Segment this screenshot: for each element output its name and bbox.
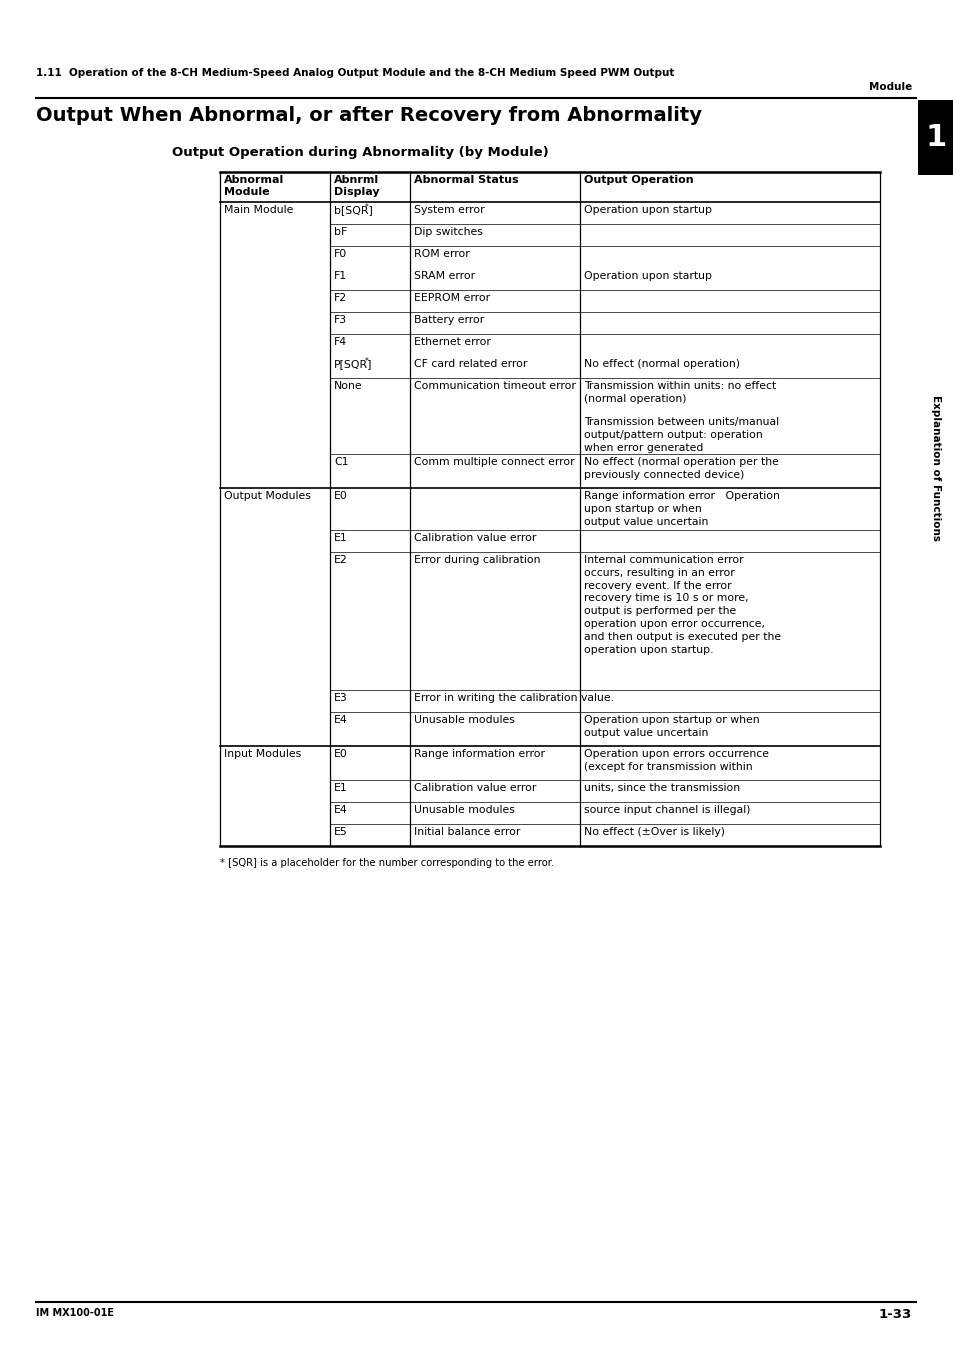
Text: E3: E3 [334, 693, 348, 703]
Text: Display: Display [334, 188, 379, 197]
Text: Ethernet error: Ethernet error [414, 338, 491, 347]
Text: No effect (±Over is likely): No effect (±Over is likely) [583, 828, 724, 837]
Text: 1.11  Operation of the 8-CH Medium-Speed Analog Output Module and the 8-CH Mediu: 1.11 Operation of the 8-CH Medium-Speed … [36, 68, 674, 78]
Text: Unusable modules: Unusable modules [414, 716, 515, 725]
Text: C1: C1 [334, 458, 348, 467]
Text: *: * [365, 202, 369, 212]
Text: F2: F2 [334, 293, 347, 302]
Text: Calibration value error: Calibration value error [414, 783, 536, 792]
Text: b[SQR]: b[SQR] [334, 205, 373, 215]
Text: Output Operation: Output Operation [583, 176, 693, 185]
Text: Abnrml: Abnrml [334, 176, 378, 185]
Text: F1: F1 [334, 271, 347, 281]
Text: Dip switches: Dip switches [414, 227, 482, 238]
Text: Input Modules: Input Modules [224, 749, 301, 759]
Text: ROM error: ROM error [414, 248, 469, 259]
Text: E0: E0 [334, 749, 348, 759]
Text: *: * [365, 356, 369, 366]
Text: E1: E1 [334, 783, 348, 792]
Text: F4: F4 [334, 338, 347, 347]
Text: Error during calibration: Error during calibration [414, 555, 540, 566]
Text: IM MX100-01E: IM MX100-01E [36, 1308, 113, 1318]
Text: F3: F3 [334, 315, 347, 325]
Text: Unusable modules: Unusable modules [414, 805, 515, 815]
Text: Initial balance error: Initial balance error [414, 828, 519, 837]
Text: None: None [334, 381, 362, 392]
Text: Explanation of Functions: Explanation of Functions [930, 396, 940, 541]
Text: Operation upon errors occurrence
(except for transmission within: Operation upon errors occurrence (except… [583, 749, 768, 772]
Text: Transmission within units: no effect
(normal operation): Transmission within units: no effect (no… [583, 381, 776, 404]
Text: CF card related error: CF card related error [414, 359, 527, 369]
Text: Module: Module [868, 82, 911, 92]
Text: Main Module: Main Module [224, 205, 294, 215]
Text: source input channel is illegal): source input channel is illegal) [583, 805, 750, 815]
Text: 1: 1 [924, 123, 945, 153]
Text: Operation upon startup: Operation upon startup [583, 271, 711, 281]
Text: E4: E4 [334, 805, 348, 815]
Text: Module: Module [224, 188, 270, 197]
Text: E0: E0 [334, 491, 348, 501]
Text: bF: bF [334, 227, 347, 238]
Text: E2: E2 [334, 555, 348, 566]
Bar [917, 100, 953, 176]
Text: System error: System error [414, 205, 484, 215]
Text: units, since the transmission: units, since the transmission [583, 783, 740, 792]
Text: EEPROM error: EEPROM error [414, 293, 490, 302]
Text: Operation upon startup: Operation upon startup [583, 205, 711, 215]
Text: E1: E1 [334, 533, 348, 543]
Text: E5: E5 [334, 828, 348, 837]
Text: Output When Abnormal, or after Recovery from Abnormality: Output When Abnormal, or after Recovery … [36, 107, 701, 126]
Text: Internal communication error
occurs, resulting in an error
recovery event. If th: Internal communication error occurs, res… [583, 555, 781, 655]
Text: E4: E4 [334, 716, 348, 725]
Text: Output Operation during Abnormality (by Module): Output Operation during Abnormality (by … [172, 146, 548, 159]
Text: No effect (normal operation): No effect (normal operation) [583, 359, 740, 369]
Text: Calibration value error: Calibration value error [414, 533, 536, 543]
Text: No effect (normal operation per the
previously connected device): No effect (normal operation per the prev… [583, 458, 778, 479]
Text: 1-33: 1-33 [878, 1308, 911, 1322]
Text: Range information error   Operation
upon startup or when
output value uncertain: Range information error Operation upon s… [583, 491, 779, 526]
Text: Range information error: Range information error [414, 749, 544, 759]
Text: Battery error: Battery error [414, 315, 484, 325]
Text: P[SQR]: P[SQR] [334, 359, 372, 369]
Text: Output Modules: Output Modules [224, 491, 311, 501]
Text: Abnormal: Abnormal [224, 176, 284, 185]
Text: Abnormal Status: Abnormal Status [414, 176, 518, 185]
Text: * [SQR] is a placeholder for the number corresponding to the error.: * [SQR] is a placeholder for the number … [220, 859, 554, 868]
Text: Comm multiple connect error: Comm multiple connect error [414, 458, 574, 467]
Text: Operation upon startup or when
output value uncertain: Operation upon startup or when output va… [583, 716, 759, 738]
Text: F0: F0 [334, 248, 347, 259]
Text: SRAM error: SRAM error [414, 271, 475, 281]
Text: Communication timeout error: Communication timeout error [414, 381, 576, 392]
Text: Error in writing the calibration value.: Error in writing the calibration value. [414, 693, 614, 703]
Text: Transmission between units/manual
output/pattern output: operation
when error ge: Transmission between units/manual output… [583, 417, 779, 452]
